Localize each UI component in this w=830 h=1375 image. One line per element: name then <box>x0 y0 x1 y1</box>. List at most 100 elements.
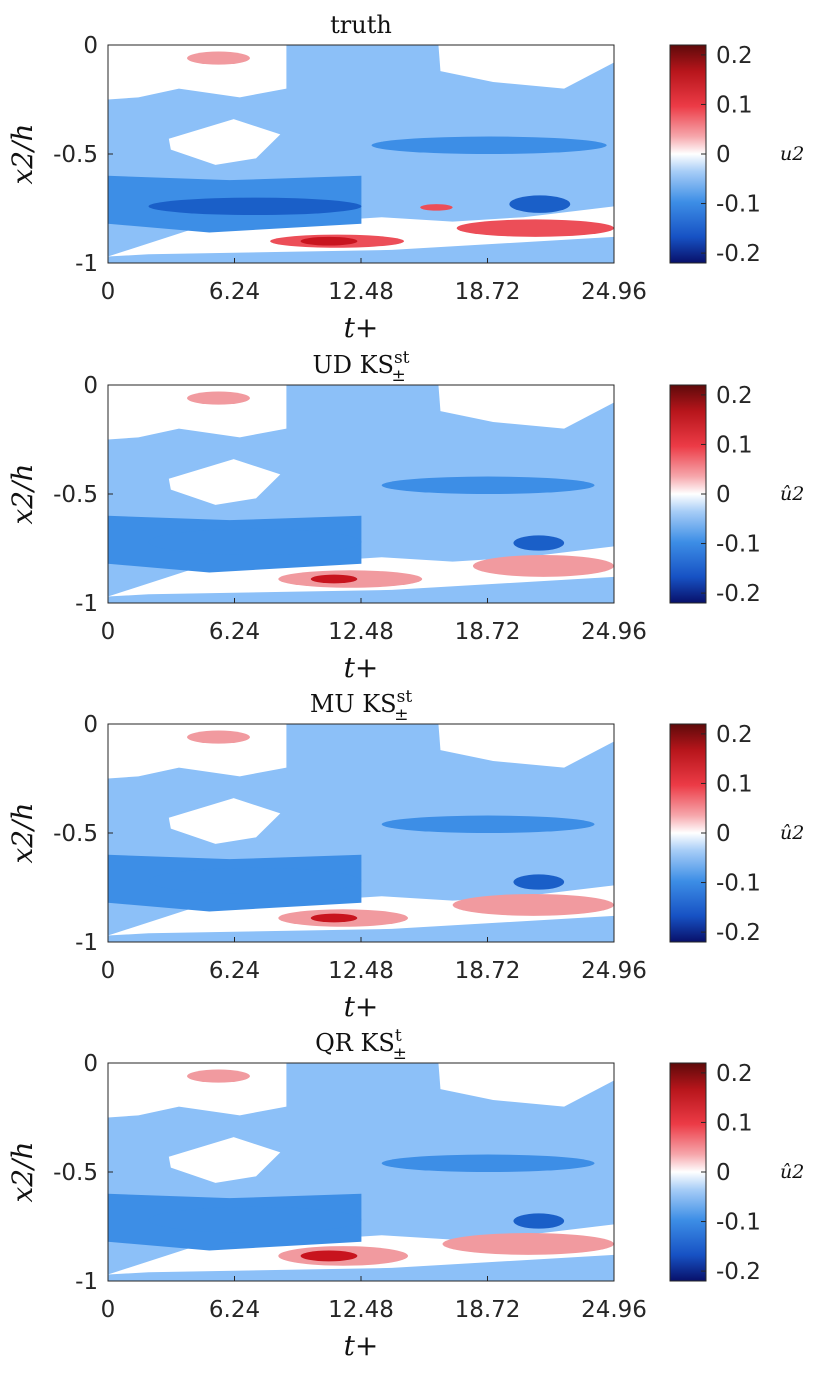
near-zero-region <box>168 798 281 844</box>
title-text: MU KS <box>310 690 397 718</box>
x-tick-label: 18.72 <box>455 279 521 305</box>
x-tick-label: 6.24 <box>209 619 260 645</box>
positive-feature <box>472 555 614 577</box>
x-axis-label-main: t+ <box>344 311 379 344</box>
colorbar <box>669 1062 707 1282</box>
positive-feature <box>187 1069 250 1083</box>
y-axis-label: x2/h <box>6 123 39 184</box>
colorbar-label-main: u2 <box>780 143 804 165</box>
colorbar-tick-label: 0 <box>716 482 731 508</box>
colorbar <box>669 44 707 264</box>
colorbar-label: u2 <box>780 143 804 165</box>
near-zero-region <box>438 724 614 768</box>
title-superscript: st <box>397 687 413 707</box>
y-axis-label: x2/h <box>6 463 39 524</box>
x-axis-label-main: t+ <box>344 990 379 1023</box>
y-axis-label-main: x2/h <box>6 1141 39 1202</box>
colorbar-label: û2 <box>780 483 804 505</box>
y-tick-label: -0.5 <box>53 821 98 847</box>
near-zero-region <box>438 45 614 89</box>
panel-title: truth <box>330 11 392 39</box>
y-axis-label: x2/h <box>6 1141 39 1202</box>
panel-3: MU KSst ±0 6.24 12.48 18.72 24.960-0.5-1t+x2/… <box>6 687 804 1023</box>
x-tick-label: 6.24 <box>209 279 260 305</box>
positive-feature <box>456 219 614 237</box>
colorbar <box>669 723 707 943</box>
positive-feature <box>420 204 453 211</box>
negative-feature <box>513 535 565 551</box>
colorbar-tick-label: -0.1 <box>716 871 761 897</box>
negative-feature <box>513 1213 565 1229</box>
colorbar-tick-label: 0.1 <box>716 92 753 118</box>
colorbar-tick-label: 0 <box>716 1160 731 1186</box>
positive-feature <box>442 1233 614 1255</box>
colorbar-tick-label: 0.2 <box>716 383 753 409</box>
plot-area <box>108 724 614 942</box>
y-tick-label: -0.5 <box>53 142 98 168</box>
y-tick-label: -0.5 <box>53 482 98 508</box>
y-tick-label: -1 <box>75 1269 98 1295</box>
near-zero-region <box>438 1063 614 1107</box>
panel-4: QR KSt ±0 6.24 12.48 18.72 24.960-0.5-1t+x2/h… <box>6 1026 804 1362</box>
y-tick-label: -1 <box>75 251 98 277</box>
negative-feature <box>148 528 362 556</box>
x-tick-label: 6.24 <box>209 958 260 984</box>
positive-feature <box>452 894 614 916</box>
panel-title: QR KSt ± <box>315 1026 407 1064</box>
panel-2: UD KSst ±0 6.24 12.48 18.72 24.960-0.5-1t+x2/… <box>6 348 804 684</box>
title-text: truth <box>330 11 392 39</box>
negative-feature <box>148 867 362 895</box>
plot-area <box>108 45 614 263</box>
colorbar <box>669 384 707 604</box>
colorbar-label: û2 <box>780 822 804 844</box>
positive-feature <box>187 391 250 405</box>
colorbar-tick-label: -0.2 <box>716 241 761 267</box>
y-tick-label: 0 <box>83 1051 98 1077</box>
y-tick-label: 0 <box>83 712 98 738</box>
positive-feature <box>310 913 358 923</box>
x-axis-label-main: t+ <box>344 1329 379 1362</box>
near-zero-region <box>168 1137 281 1183</box>
title-text: UD KS <box>312 351 393 379</box>
negative-feature <box>381 1154 595 1172</box>
x-axis-label: t+ <box>344 990 379 1023</box>
x-tick-label: 24.96 <box>581 619 647 645</box>
colorbar-tick-label: -0.1 <box>716 1210 761 1236</box>
colorbar-tick-label: 0.2 <box>716 43 753 69</box>
x-tick-label: 0 <box>101 958 116 984</box>
colorbar-tick-label: -0.2 <box>716 920 761 946</box>
plot-area <box>108 385 614 603</box>
x-tick-label: 12.48 <box>328 1297 394 1323</box>
x-axis-label: t+ <box>344 1329 379 1362</box>
y-tick-label: 0 <box>83 373 98 399</box>
x-tick-label: 18.72 <box>455 1297 521 1323</box>
near-zero-region <box>168 459 281 505</box>
near-zero-region <box>438 385 614 429</box>
x-tick-label: 0 <box>101 619 116 645</box>
y-tick-label: -1 <box>75 930 98 956</box>
colorbar-tick-label: 0 <box>716 821 731 847</box>
y-tick-label: 0 <box>83 33 98 59</box>
y-tick-label: -1 <box>75 591 98 617</box>
colorbar-tick-label: 0.2 <box>716 1061 753 1087</box>
colorbar-tick-label: -0.1 <box>716 192 761 218</box>
colorbar-tick-label: 0.1 <box>716 1110 753 1136</box>
panel-1: truth 0 6.24 12.48 18.72 24.96 0 -0.5 -1 t+ x2/h 0.… <box>6 11 804 344</box>
plot-area <box>108 1063 614 1281</box>
title-subscript: ± <box>394 705 408 725</box>
negative-feature <box>381 476 595 494</box>
negative-feature <box>513 874 565 890</box>
title-text: QR KS <box>315 1029 395 1057</box>
y-axis-label-main: x2/h <box>6 463 39 524</box>
colorbar-label-main: û2 <box>780 1161 804 1183</box>
near-zero-region <box>168 119 281 165</box>
negative-feature <box>148 197 362 216</box>
title-superscript: st <box>394 348 410 368</box>
x-tick-label: 12.48 <box>328 958 394 984</box>
colorbar-tick-label: 0.1 <box>716 771 753 797</box>
x-tick-label: 18.72 <box>455 958 521 984</box>
negative-feature <box>381 815 595 834</box>
title-subscript: ± <box>392 366 406 386</box>
x-axis-label-main: t+ <box>344 651 379 684</box>
